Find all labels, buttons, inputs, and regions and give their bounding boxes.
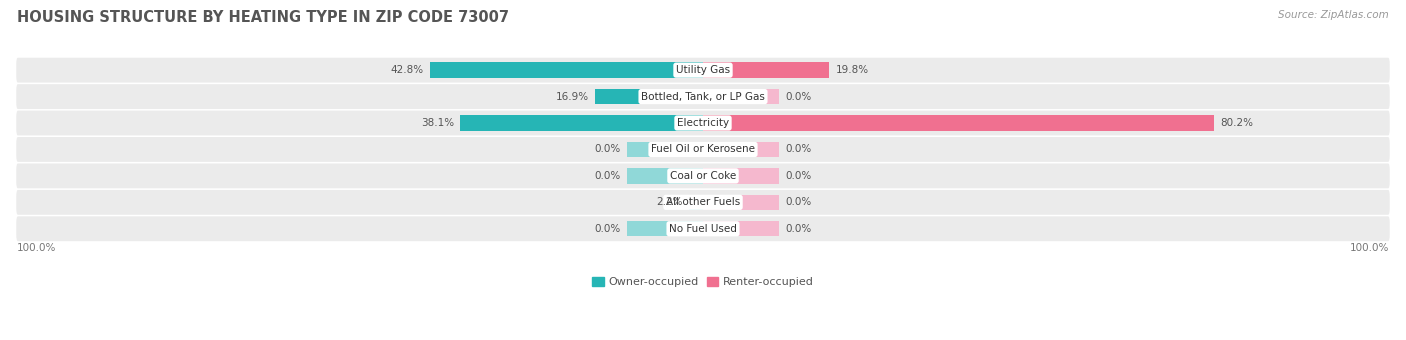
Text: 0.0%: 0.0% [786,224,813,234]
FancyBboxPatch shape [17,216,1389,241]
Bar [703,63,830,78]
Bar [703,142,779,157]
Text: Utility Gas: Utility Gas [676,65,730,75]
FancyBboxPatch shape [17,84,1389,109]
Legend: Owner-occupied, Renter-occupied: Owner-occupied, Renter-occupied [588,272,818,292]
Text: 2.2%: 2.2% [657,197,683,207]
Text: Coal or Coke: Coal or Coke [669,171,737,181]
Bar [689,195,703,210]
Text: 100.0%: 100.0% [1350,243,1389,253]
Bar [703,195,779,210]
Text: 0.0%: 0.0% [593,144,620,154]
Text: All other Fuels: All other Fuels [666,197,740,207]
Bar [703,115,1213,131]
Text: 16.9%: 16.9% [555,91,589,102]
FancyBboxPatch shape [17,164,1389,188]
Text: HOUSING STRUCTURE BY HEATING TYPE IN ZIP CODE 73007: HOUSING STRUCTURE BY HEATING TYPE IN ZIP… [17,10,509,25]
Text: 0.0%: 0.0% [593,171,620,181]
Text: 0.0%: 0.0% [786,171,813,181]
FancyBboxPatch shape [17,190,1389,215]
FancyBboxPatch shape [17,110,1389,135]
FancyBboxPatch shape [17,58,1389,83]
Text: Fuel Oil or Kerosene: Fuel Oil or Kerosene [651,144,755,154]
Text: 38.1%: 38.1% [420,118,454,128]
Bar [703,89,779,104]
Text: 0.0%: 0.0% [786,197,813,207]
Text: 0.0%: 0.0% [786,91,813,102]
Bar [627,142,703,157]
Bar [430,63,703,78]
Bar [627,168,703,184]
Text: Electricity: Electricity [676,118,730,128]
Text: 80.2%: 80.2% [1220,118,1253,128]
Text: 0.0%: 0.0% [593,224,620,234]
Bar [595,89,703,104]
FancyBboxPatch shape [17,137,1389,162]
Bar [460,115,703,131]
Bar [627,221,703,236]
Bar [703,168,779,184]
Text: Source: ZipAtlas.com: Source: ZipAtlas.com [1278,10,1389,20]
Text: 42.8%: 42.8% [391,65,425,75]
Text: 0.0%: 0.0% [786,144,813,154]
Text: 19.8%: 19.8% [835,65,869,75]
Text: Bottled, Tank, or LP Gas: Bottled, Tank, or LP Gas [641,91,765,102]
Text: No Fuel Used: No Fuel Used [669,224,737,234]
Text: 100.0%: 100.0% [17,243,56,253]
Bar [703,221,779,236]
